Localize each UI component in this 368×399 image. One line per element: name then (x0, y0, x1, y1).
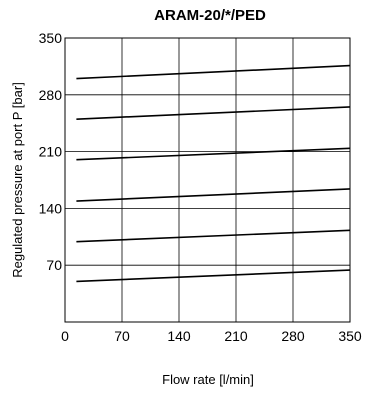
series-line-4 (76, 188, 351, 202)
x-tick-label: 70 (114, 328, 130, 344)
y-tick-label: 70 (46, 257, 62, 273)
series-line-6 (76, 269, 351, 283)
series-line-2 (76, 106, 351, 120)
x-tick-label: 210 (224, 328, 248, 344)
x-tick-label: 280 (281, 328, 305, 344)
plot-frame (64, 37, 351, 323)
x-tick-label: 0 (61, 328, 69, 344)
series-line-1 (76, 64, 351, 80)
y-tick-label: 210 (39, 144, 63, 160)
y-tick-label: 350 (39, 30, 63, 46)
x-axis-label: Flow rate [l/min] (162, 372, 254, 387)
y-tick-label: 280 (39, 87, 63, 103)
x-tick-label: 140 (167, 328, 191, 344)
y-tick-label: 140 (39, 200, 63, 216)
series-line-5 (76, 229, 351, 243)
y-axis-label: Regulated pressure at port P [bar] (10, 82, 25, 278)
series-line-3 (76, 147, 351, 161)
chart-title: ARAM-20/*/PED (154, 7, 266, 24)
series-lines (76, 64, 351, 283)
x-tick-label: 350 (338, 328, 362, 344)
tick-labels: 0 70 140 210 280 350 70 140 210 280 350 (39, 30, 362, 344)
